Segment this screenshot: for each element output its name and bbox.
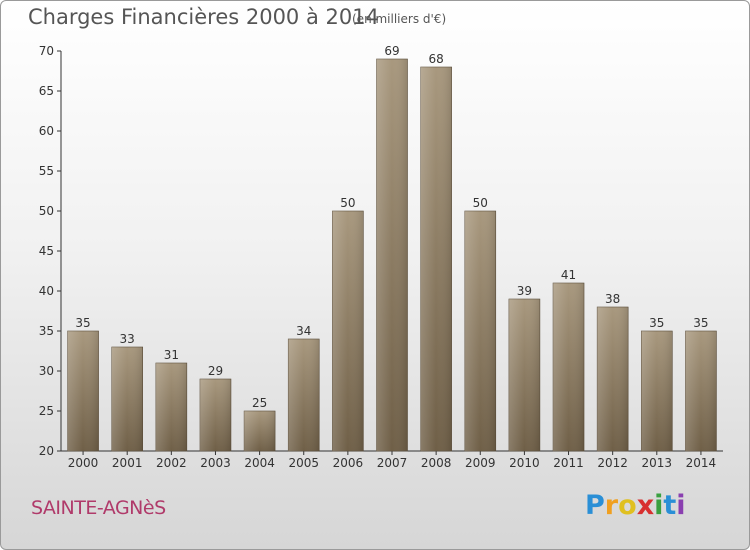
y-tick-label: 40 — [39, 284, 54, 298]
y-tick-label: 70 — [39, 44, 54, 58]
brand-letter: x — [636, 490, 655, 521]
bar-value-label: 50 — [340, 196, 355, 210]
x-tick-label: 2008 — [421, 456, 452, 470]
bar-shine — [376, 59, 408, 451]
x-tick-label: 2007 — [377, 456, 408, 470]
x-tick-label: 2002 — [156, 456, 187, 470]
bar-value-label: 34 — [296, 324, 311, 338]
x-tick-label: 2009 — [465, 456, 496, 470]
chart-subtitle: (en milliers d'€) — [352, 12, 447, 26]
y-tick-label: 35 — [39, 324, 54, 338]
bar-shine — [641, 331, 673, 451]
bar-value-label: 31 — [164, 348, 179, 362]
bar-value-label: 68 — [428, 52, 443, 66]
y-tick-label: 30 — [39, 364, 54, 378]
x-tick-label: 2010 — [509, 456, 540, 470]
brand-letter: i — [654, 490, 664, 521]
brand-letter: t — [663, 490, 677, 521]
chart-bars — [67, 58, 717, 452]
x-tick-label: 2013 — [642, 456, 673, 470]
bar-shine — [244, 411, 276, 451]
bar-shine — [464, 211, 496, 451]
bar-value-label: 33 — [120, 332, 135, 346]
bar-shine — [199, 379, 231, 451]
x-tick-label: 2012 — [597, 456, 628, 470]
bar-value-label: 35 — [693, 316, 708, 330]
bar-value-label: 41 — [561, 268, 576, 282]
bar-value-label: 50 — [473, 196, 488, 210]
y-tick-label: 65 — [39, 84, 54, 98]
bar-shine — [420, 67, 452, 451]
bar-shine — [67, 331, 99, 451]
bar-value-label: 35 — [75, 316, 90, 330]
bar-value-label: 39 — [517, 284, 532, 298]
commune-name: SAINTE-AGNèS — [31, 497, 166, 519]
bar-shine — [288, 339, 320, 451]
brand-letter: P — [585, 490, 605, 521]
bar-shine — [332, 211, 364, 451]
bar-shine — [155, 363, 187, 451]
bar-shine — [508, 299, 540, 451]
brand-logo: Proxiti — [585, 490, 686, 521]
x-tick-label: 2000 — [68, 456, 99, 470]
brand-letter: o — [618, 490, 637, 521]
y-tick-label: 25 — [39, 404, 54, 418]
bar-shine — [597, 307, 629, 451]
brand-letter: r — [604, 490, 619, 521]
bar-value-label: 29 — [208, 364, 223, 378]
y-tick-label: 60 — [39, 124, 54, 138]
x-tick-label: 2003 — [200, 456, 231, 470]
bar-shine — [111, 347, 143, 451]
x-tick-label: 2005 — [288, 456, 319, 470]
chart-labels: 35 33 31 29 25 34 50 69 68 50 39 41 38 35 35 — [75, 44, 708, 410]
x-tick-label: 2004 — [244, 456, 275, 470]
bar-shine — [553, 283, 585, 451]
brand-letter: i — [676, 490, 686, 521]
x-tick-label: 2011 — [553, 456, 584, 470]
y-tick-label: 55 — [39, 164, 54, 178]
x-tick-label: 2014 — [686, 456, 717, 470]
y-tick-label: 45 — [39, 244, 54, 258]
chart-title: Charges Financières 2000 à 2014 — [28, 5, 379, 29]
x-tick-label: 2001 — [112, 456, 143, 470]
y-tick-label: 20 — [39, 444, 54, 458]
x-tick-label: 2006 — [333, 456, 364, 470]
bar-shine — [685, 331, 717, 451]
y-tick-label: 50 — [39, 204, 54, 218]
bar-value-label: 25 — [252, 396, 267, 410]
bar-value-label: 69 — [384, 44, 399, 58]
bar-value-label: 35 — [649, 316, 664, 330]
chart-axes: 20 25 30 35 40 45 50 55 60 65 70 2000 2001 2002 2003 20… — [39, 44, 723, 470]
bar-value-label: 38 — [605, 292, 620, 306]
